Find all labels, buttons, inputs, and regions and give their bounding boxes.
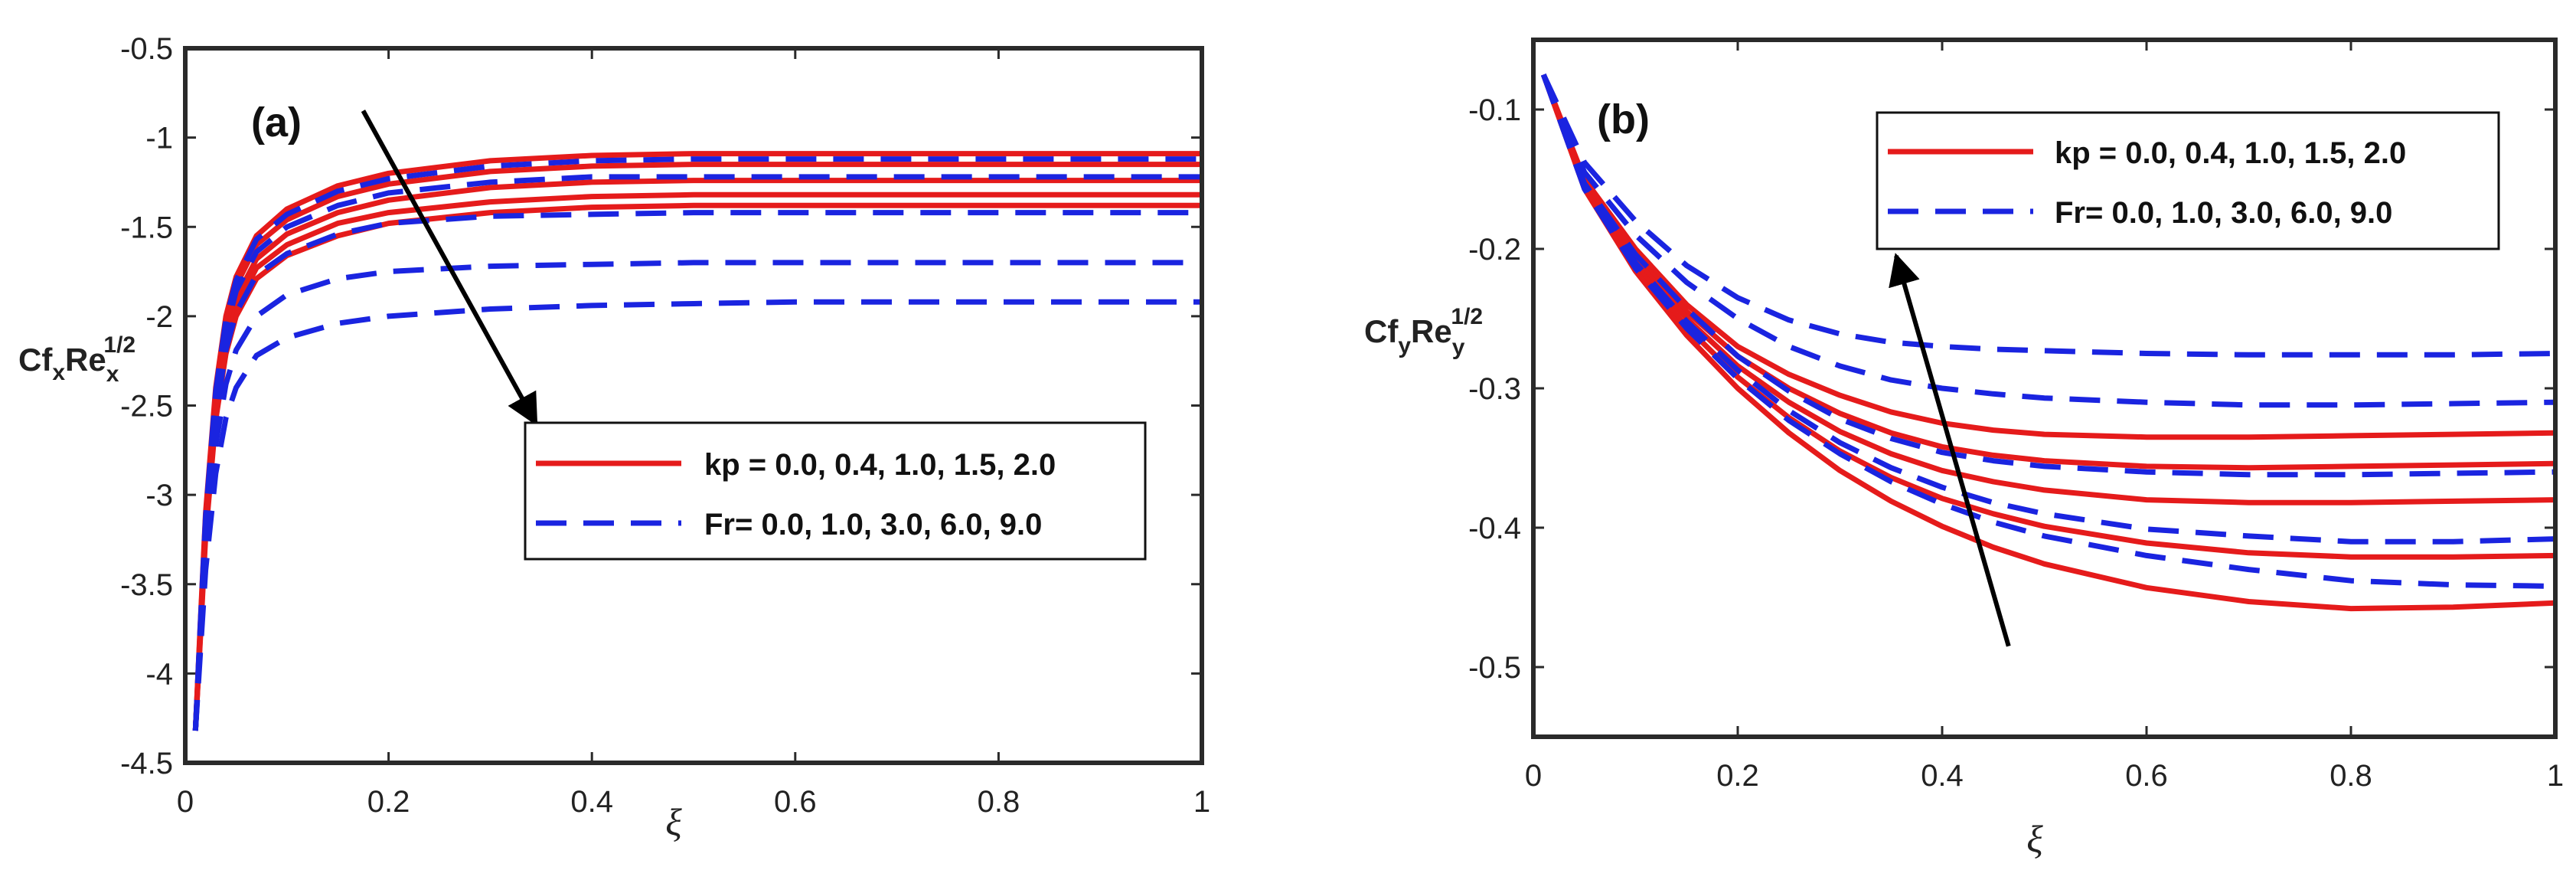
y-tick-label: -4: [145, 657, 173, 691]
panel-a-legend-fr-label: Fr= 0.0, 1.0, 3.0, 6.0, 9.0: [704, 508, 1042, 541]
y-tick-label: -2: [145, 300, 173, 334]
x-tick-label: 0.2: [367, 785, 410, 819]
panel-a-legend: kp = 0.0, 0.4, 1.0, 1.5, 2.0 Fr= 0.0, 1.…: [524, 421, 1147, 561]
panel-a-y-axis-label: CfxRex1/2: [18, 332, 135, 387]
panel-a-ylabel-sub2: x: [106, 361, 119, 387]
x-tick-label: 0: [177, 785, 194, 819]
panel-a-ylabel-sub1: x: [52, 360, 65, 385]
y-tick-label: -0.2: [1468, 233, 1521, 267]
x-tick-label: 0.8: [978, 785, 1020, 819]
y-tick-label: -2.5: [120, 390, 173, 424]
chart-panel-a: 0 0.2 0.4 0.6 0.8 1 -0.5 -1 -1.5 -2 -2.5 -3 -3.5 -4 -4…: [18, 32, 1210, 843]
panel-b-x-axis-label: ξ: [2026, 817, 2043, 860]
panel-a-ylabel-cf: Cf: [18, 342, 53, 378]
y-tick-label: -1.5: [120, 211, 173, 244]
x-tick-label: 0.2: [1716, 759, 1759, 793]
y-tick-label: -0.5: [1468, 651, 1521, 685]
panel-b-legend: kp = 0.0, 0.4, 1.0, 1.5, 2.0 Fr= 0.0, 1.…: [1876, 111, 2500, 250]
panel-a-series: [192, 151, 1202, 731]
x-tick-label: 1: [1193, 785, 1210, 819]
panel-a-legend-kp-label: kp = 0.0, 0.4, 1.0, 1.5, 2.0: [704, 448, 1056, 482]
panel-a-axes-frame: [183, 46, 1204, 765]
x-tick-label: 0.8: [2330, 759, 2372, 793]
y-tick-label: -0.4: [1468, 512, 1521, 545]
panel-b-legend-kp-label: kp = 0.0, 0.4, 1.0, 1.5, 2.0: [2055, 136, 2406, 170]
panel-b-series: [1541, 74, 2556, 612]
panel-b-ylabel-re: Re: [1411, 313, 1452, 349]
panel-b-ylabel-cf: Cf: [1364, 313, 1399, 349]
x-tick-label: 0.6: [774, 785, 817, 819]
x-tick-label: 1: [2547, 759, 2564, 793]
panel-a-x-axis-label: ξ: [665, 800, 682, 843]
series-line-fr-0-0: [1541, 74, 2556, 589]
chart-panel-b: 0 0.2 0.4 0.6 0.8 1 -0.1 -0.2 -0.3 -0.4 -0.5 (b) ξ…: [1364, 38, 2564, 860]
panel-b-arrow: [1889, 253, 2011, 647]
x-tick-label: 0: [1525, 759, 1542, 793]
series-line-fr-1-0: [1541, 74, 2556, 545]
y-tick-label: -4.5: [120, 747, 173, 780]
x-tick-label: 0.4: [570, 785, 613, 819]
panel-b-ylabel-sup: 1/2: [1451, 304, 1483, 329]
panel-b-legend-box: [1876, 111, 2500, 250]
series-line-kp-2-0: [1541, 74, 2556, 612]
y-tick-label: -3: [145, 479, 173, 512]
series-line-fr-0-0: [192, 156, 1202, 731]
series-line-fr-9-0: [1541, 74, 2556, 358]
x-tick-label: 0.6: [2125, 759, 2168, 793]
panel-a-tick-labels: 0 0.2 0.4 0.6 0.8 1 -0.5 -1 -1.5 -2 -2.5 -3 -3.5 -4 -4…: [120, 32, 1210, 819]
series-line-fr-6-0: [192, 260, 1202, 731]
y-tick-label: -1: [145, 122, 173, 155]
x-tick-label: 0.4: [1921, 759, 1964, 793]
panel-b-label: (b): [1597, 97, 1650, 142]
panel-b-axes-frame: [1531, 38, 2558, 739]
panel-b-ylabel-sub1: y: [1398, 333, 1411, 358]
panel-b-legend-fr-label: Fr= 0.0, 1.0, 3.0, 6.0, 9.0: [2055, 196, 2392, 230]
panel-b-y-axis-label: CfyRey1/2: [1364, 304, 1483, 360]
y-tick-label: -0.5: [120, 32, 173, 66]
series-line-fr-3-0: [1541, 74, 2556, 478]
panel-b-ylabel-sub2: y: [1452, 335, 1465, 360]
y-tick-label: -3.5: [120, 568, 173, 602]
panel-b-tick-labels: 0 0.2 0.4 0.6 0.8 1 -0.1 -0.2 -0.3 -0.4 -0.5: [1468, 93, 2564, 793]
panel-a-arrow: [361, 110, 538, 427]
panel-a-ylabel-re: Re: [65, 342, 106, 378]
panel-a-label: (a): [251, 100, 302, 146]
series-line-fr-3-0: [192, 210, 1202, 731]
panel-a-ylabel-sup: 1/2: [103, 332, 135, 358]
series-line-fr-9-0: [192, 299, 1202, 731]
y-tick-label: -0.3: [1468, 372, 1521, 406]
series-line-kp-0-0: [1541, 74, 2556, 440]
panel-a-legend-box: [524, 421, 1147, 561]
y-tick-label: -0.1: [1468, 93, 1521, 127]
